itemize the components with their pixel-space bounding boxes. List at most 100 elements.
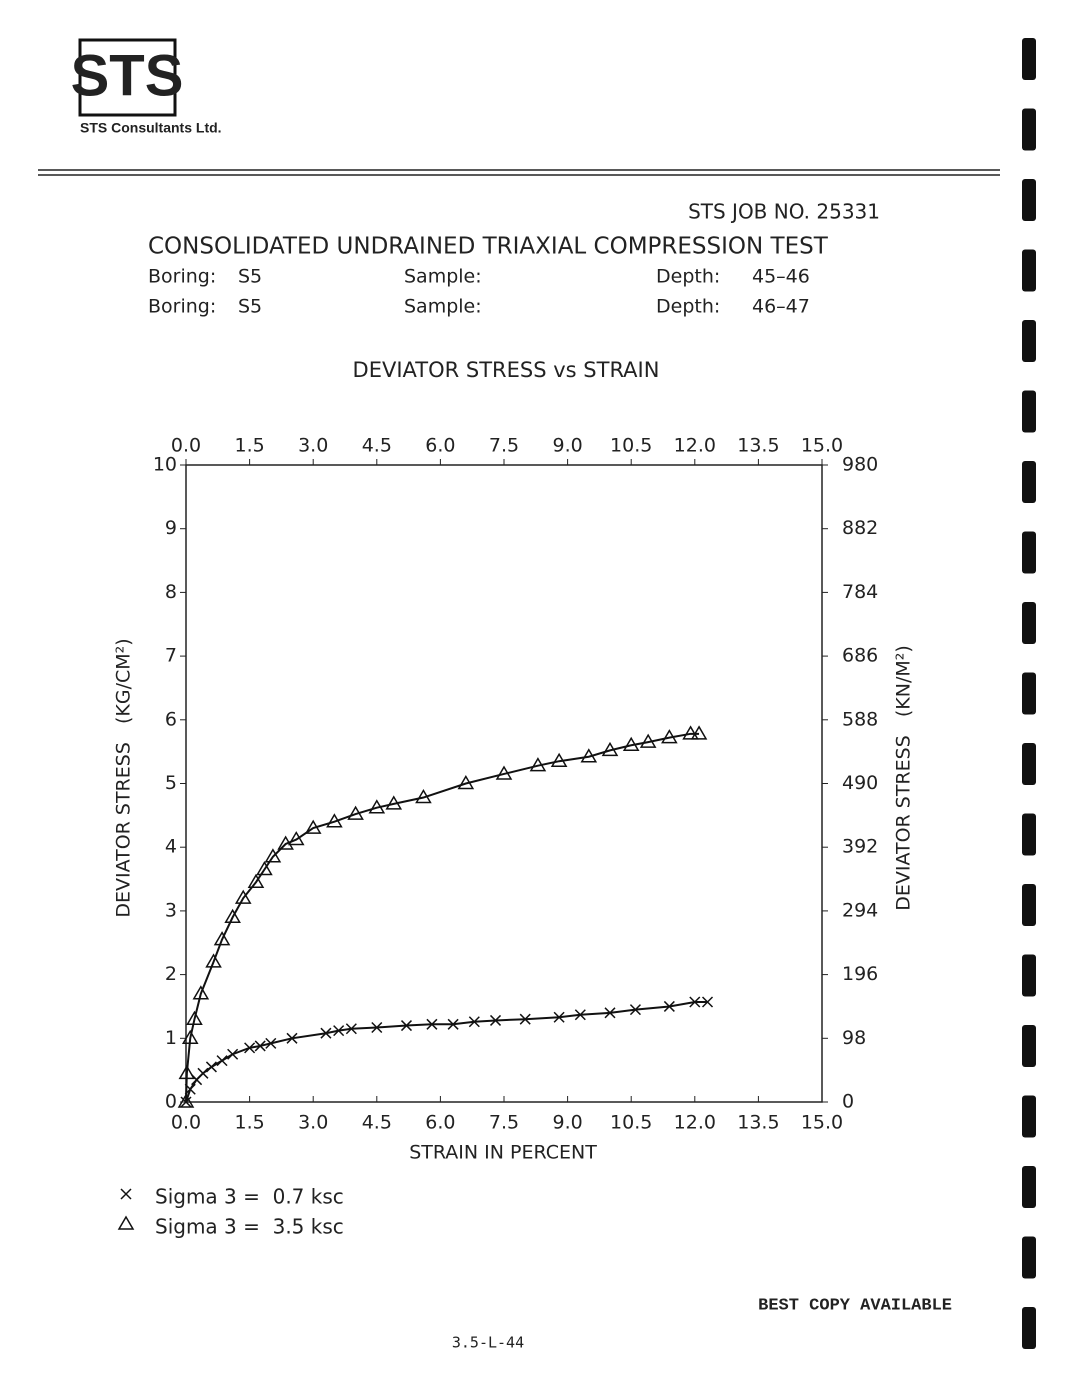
data-point [553, 1011, 565, 1023]
data-point [186, 1010, 203, 1025]
data-point [286, 1032, 298, 1044]
logo: STS [71, 43, 184, 108]
data-point [601, 741, 619, 757]
binder-mark [1022, 390, 1036, 433]
data-point [415, 789, 432, 804]
data-point [277, 835, 294, 850]
x-tick-label: 15.0 [801, 1112, 843, 1134]
series-line [185, 732, 700, 1103]
data-point [529, 757, 547, 772]
data-point [177, 1093, 195, 1108]
y2-tick-label: 294 [842, 899, 878, 921]
data-point [622, 736, 640, 752]
x-tick-label: 13.5 [737, 1112, 779, 1134]
data-point [689, 996, 701, 1008]
data-point [304, 819, 322, 834]
data-point [192, 985, 210, 1000]
y-tick-label: 0 [165, 1091, 177, 1113]
x-top-tick-label: 7.5 [489, 435, 519, 457]
data-point [682, 725, 699, 740]
data-point [205, 953, 222, 968]
data-point [244, 1042, 256, 1054]
data-point [265, 1037, 277, 1049]
data-point [287, 831, 305, 846]
data-point [661, 729, 678, 744]
y2-tick-label: 196 [842, 963, 878, 985]
binder-mark [1022, 672, 1036, 715]
y2-tick-label: 98 [842, 1027, 866, 1049]
data-point [400, 1020, 413, 1032]
y2-tick-label: 882 [842, 517, 878, 539]
x-top-tick-label: 15.0 [801, 435, 843, 457]
y-tick-label: 8 [165, 581, 177, 603]
data-point [550, 752, 568, 767]
depth-label: Depth: [656, 296, 720, 318]
chart-title: DEVIATOR STRESS vs STRAIN [353, 358, 660, 382]
data-point [178, 1064, 196, 1080]
depth-label: Depth: [656, 266, 720, 288]
x-axis-label: STRAIN IN PERCENT [409, 1142, 597, 1164]
data-point [457, 775, 475, 790]
legend-label: Sigma 3 = 3.5 ksc [155, 1215, 344, 1239]
x-tick-label: 3.0 [298, 1112, 328, 1134]
y-tick-label: 6 [165, 708, 177, 730]
x-top-tick-label: 12.0 [674, 435, 716, 457]
data-point [468, 1016, 480, 1028]
y2-tick-label: 0 [842, 1091, 854, 1113]
y2-tick-label: 980 [842, 454, 878, 476]
y-tick-label: 1 [165, 1027, 177, 1049]
data-point [663, 1000, 675, 1012]
boring-label: Boring: [148, 266, 216, 288]
data-point [234, 889, 252, 904]
logo-box [78, 38, 177, 117]
x-tick-label: 9.0 [552, 1112, 582, 1134]
data-point [385, 795, 403, 810]
data-point [574, 1009, 586, 1021]
series-line [185, 1000, 708, 1103]
data-point [213, 931, 231, 946]
data-point [368, 799, 386, 814]
y2-tick-label: 490 [842, 772, 878, 794]
data-point [489, 1014, 502, 1026]
x-tick-label: 12.0 [674, 1112, 716, 1134]
data-point [701, 996, 714, 1008]
data-point [216, 1055, 228, 1067]
binder-mark [1022, 1236, 1036, 1279]
binder-mark [1022, 1025, 1036, 1067]
data-point [690, 725, 708, 740]
binder-mark [1022, 954, 1036, 997]
boring: S5 [238, 266, 262, 288]
binder-mark [1022, 108, 1036, 151]
data-point [205, 1061, 217, 1073]
binder-mark [1022, 461, 1036, 503]
y-axis-label: DEVIATOR STRESS (KG/CM²) [113, 638, 135, 917]
x-tick-label: 0.0 [171, 1112, 201, 1134]
binder-mark [1022, 813, 1036, 856]
heading: CONSOLIDATED UNDRAINED TRIAXIAL COMPRESS… [148, 234, 829, 260]
binder-mark [1022, 38, 1036, 80]
data-point [604, 1007, 616, 1019]
sample-label: Sample: [404, 266, 482, 288]
binder-mark [1022, 1307, 1036, 1349]
y-tick-label: 2 [165, 963, 177, 985]
binder-mark [1022, 884, 1036, 926]
depth: 45–46 [752, 266, 810, 288]
binder-mark [1022, 179, 1036, 221]
x-top-tick-label: 10.5 [610, 435, 652, 457]
x-tick-label: 1.5 [234, 1112, 264, 1134]
binder-mark [1022, 531, 1036, 574]
y-tick-label: 5 [165, 772, 177, 794]
x-top-tick-label: 1.5 [234, 435, 264, 457]
data-point [256, 861, 273, 876]
page-number: 3.5-L-44 [452, 1334, 524, 1352]
data-point [227, 1048, 239, 1060]
x-top-tick-label: 6.0 [425, 435, 455, 457]
data-point [333, 1025, 345, 1037]
data-point [639, 733, 657, 748]
y-tick-label: 10 [153, 454, 177, 476]
data-point [254, 1040, 266, 1052]
y-tick-label: 9 [165, 517, 177, 539]
data-point [447, 1018, 459, 1030]
x-top-tick-label: 0.0 [171, 435, 201, 457]
plot-frame [185, 464, 823, 1103]
